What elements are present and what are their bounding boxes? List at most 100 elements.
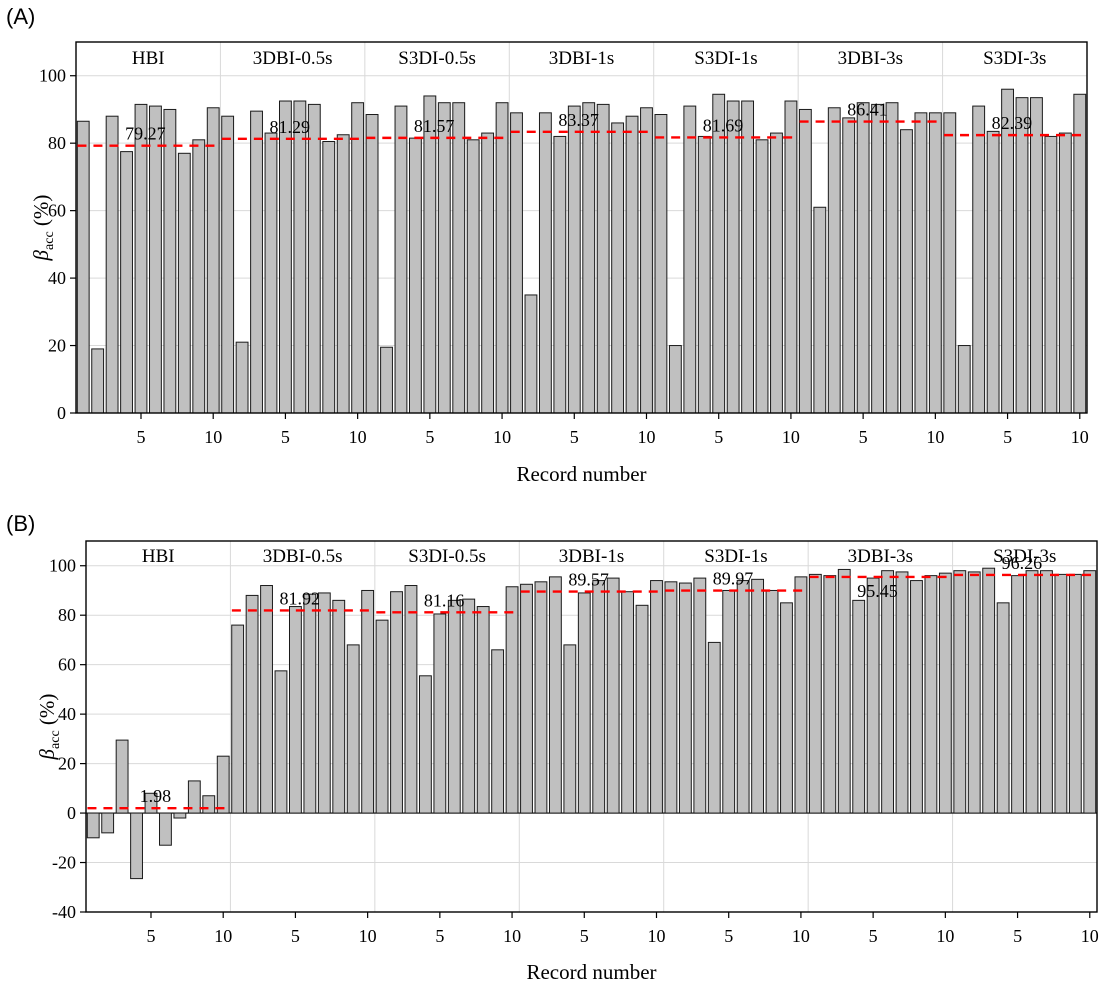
bar: [654, 114, 668, 414]
bar: [332, 599, 346, 814]
bar: [780, 602, 793, 814]
bar: [592, 580, 606, 814]
bar: [751, 578, 765, 814]
bar: [900, 129, 913, 414]
series-3dbi-1s: 83.37 3DBI-1s 5 10: [510, 48, 655, 447]
bar: [86, 812, 100, 839]
series-3dbi-3s: 95.45 3DBI-3s 5 10: [808, 546, 954, 946]
series-s3di-0-5s: 81.57 S3DI-0.5s 5 10: [365, 48, 511, 447]
bar: [650, 580, 663, 814]
series-3dbi-1s: 89.57 3DBI-1s 5 10: [520, 546, 665, 946]
bar: [625, 115, 639, 414]
bar: [317, 592, 331, 814]
bar: [76, 120, 90, 414]
bar: [697, 135, 711, 414]
bar: [856, 102, 870, 414]
bar: [101, 812, 115, 834]
bar: [1054, 573, 1068, 814]
bar: [1058, 132, 1072, 414]
y-axis-symbol: β: [29, 249, 53, 261]
x-tick-label: 10: [349, 427, 367, 447]
bar: [390, 591, 403, 814]
x-tick-label: 10: [926, 427, 944, 447]
bar: [380, 346, 393, 414]
bar: [105, 115, 119, 414]
mean-label: 82.39: [992, 113, 1033, 133]
bar: [346, 644, 360, 814]
x-tick-label: 10: [647, 926, 665, 946]
mean-label: 83.37: [558, 110, 599, 130]
bar: [163, 108, 177, 414]
y-tick-label: 40: [58, 704, 76, 724]
bar: [1015, 97, 1029, 414]
bar: [996, 602, 1010, 814]
bar: [361, 589, 375, 814]
x-tick-label: 5: [859, 427, 868, 447]
y-axis-subscript: acc: [48, 730, 63, 749]
group-label: 3DBI-3s: [838, 48, 903, 69]
y-tick-label: -40: [52, 902, 76, 922]
series-3dbi-0-5s: 81.29 3DBI-0.5s 5 10: [221, 48, 367, 447]
x-tick-label: 10: [782, 427, 800, 447]
series-s3di-0-5s: 81.16 S3DI-0.5s 5 10: [375, 546, 521, 946]
bar: [495, 102, 509, 414]
group-label: S3DI-3s: [993, 546, 1056, 567]
y-tick-label: 100: [39, 66, 66, 86]
bar: [548, 576, 562, 814]
bar: [394, 105, 408, 414]
bar: [871, 103, 885, 414]
bar: [635, 604, 649, 814]
y-axis-subscript: acc: [42, 231, 57, 250]
group-label: 3DBI-0.5s: [253, 48, 333, 69]
group-label: 3DBI-1s: [549, 48, 614, 69]
bar: [784, 100, 798, 414]
mean-label: 81.16: [424, 590, 465, 610]
group-label: HBI: [132, 48, 165, 69]
bar: [322, 140, 336, 414]
group-label: HBI: [142, 546, 175, 567]
y-tick-label: 60: [58, 655, 76, 675]
bar: [741, 100, 755, 414]
bar: [177, 152, 191, 414]
mean-label: 96.26: [1002, 553, 1043, 573]
y-tick-label: 80: [58, 605, 76, 625]
bar: [770, 132, 783, 414]
bar: [794, 576, 808, 814]
series-hbi: 1.98 HBI 5 10: [86, 546, 232, 946]
bar: [683, 105, 697, 414]
bar: [736, 580, 750, 814]
bar: [765, 589, 779, 814]
bar: [678, 582, 692, 814]
bar: [967, 571, 981, 814]
bar: [1040, 570, 1053, 814]
bar: [982, 567, 996, 814]
bar: [1073, 93, 1087, 414]
bar: [842, 117, 856, 414]
bar: [534, 581, 548, 814]
x-tick-label: 10: [204, 427, 222, 447]
bar: [621, 591, 635, 814]
bar: [910, 580, 923, 814]
group-label: 3DBI-3s: [848, 546, 913, 567]
bar: [216, 755, 230, 814]
bar: [881, 570, 895, 814]
bar: [986, 130, 1000, 414]
bar: [120, 151, 133, 414]
bar: [606, 577, 620, 814]
bar: [640, 107, 653, 414]
bar: [726, 100, 740, 414]
bar: [1068, 573, 1082, 814]
group-label: S3DI-1s: [704, 546, 767, 567]
bar: [466, 139, 480, 414]
bar: [693, 577, 707, 814]
bar: [447, 599, 461, 814]
x-tick-label: 10: [493, 427, 511, 447]
bar: [943, 112, 957, 414]
bar: [293, 100, 307, 414]
bar: [452, 102, 466, 414]
x-tick-label: 5: [580, 926, 589, 946]
y-tick-label: 100: [49, 556, 76, 576]
plot-frame: [85, 540, 1098, 913]
series-s3di-1s: 81.69 S3DI-1s 5 10: [654, 48, 800, 447]
